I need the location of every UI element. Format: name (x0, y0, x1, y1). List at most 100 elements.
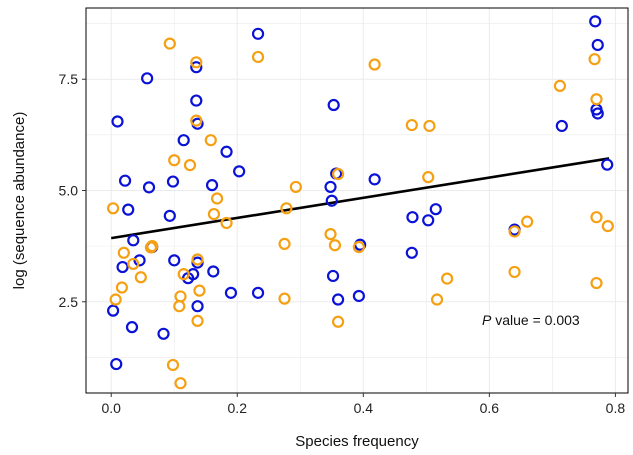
data-point-series-2 (204, 134, 217, 147)
data-point-series-2 (166, 358, 180, 372)
data-point-series-2 (220, 216, 233, 230)
x-tick-label: 0.4 (354, 400, 374, 416)
data-point-series-1 (591, 38, 604, 52)
data-point-series-2 (405, 118, 418, 132)
p-value-text: value = 0.003 (491, 312, 580, 328)
data-point-series-1 (220, 145, 233, 158)
data-point-series-1 (601, 158, 614, 171)
data-point-series-2 (127, 257, 140, 271)
plot-frame (85, 7, 629, 394)
data-point-series-1 (251, 27, 265, 40)
data-point-series-1 (157, 327, 170, 340)
data-point-series-2 (163, 37, 176, 50)
data-point-series-2 (352, 240, 365, 254)
data-point-series-1 (166, 175, 180, 188)
data-point-series-1 (110, 357, 123, 371)
data-point-series-2 (144, 241, 158, 254)
data-point-series-2 (278, 292, 291, 305)
x-tick-label: 0.2 (228, 400, 248, 416)
data-point-series-1 (327, 98, 340, 112)
data-point-series-2 (109, 293, 122, 306)
data-point-series-1 (352, 289, 365, 303)
x-axis-ticks: 0.0 0.2 0.4 0.6 0.8 (101, 393, 625, 416)
data-point-series-2 (588, 53, 601, 66)
data-point-series-1 (125, 321, 139, 334)
data-point-series-1 (122, 203, 135, 216)
fit-line-group (111, 157, 610, 240)
data-point-series-2 (422, 171, 435, 184)
data-point-series-1 (141, 72, 154, 85)
data-point-series-1 (233, 165, 246, 178)
data-point-series-1 (118, 174, 132, 187)
data-point-series-1 (142, 181, 156, 194)
data-point-series-2 (146, 240, 159, 253)
data-point-series-2 (251, 50, 265, 64)
data-point-series-1 (331, 293, 345, 306)
x-tick-label: 0.6 (480, 400, 500, 416)
data-point-series-2 (134, 271, 147, 284)
data-point-series-1 (589, 15, 602, 28)
data-point-series-2 (210, 192, 224, 205)
data-point-series-1 (133, 254, 146, 267)
data-point-series-1 (326, 269, 340, 283)
data-point-series-1 (177, 134, 190, 147)
data-point-series-2 (331, 315, 345, 328)
data-point-series-2 (183, 159, 197, 172)
data-point-series-1 (429, 203, 442, 216)
data-point-series-1 (591, 107, 604, 120)
data-point-series-1 (405, 246, 418, 259)
data-point-series-2 (190, 56, 203, 69)
data-point-series-1 (111, 115, 124, 128)
data-point-series-1 (422, 214, 435, 227)
data-point-series-2 (278, 237, 291, 250)
data-point-series-1 (163, 209, 176, 222)
data-point-series-1 (190, 94, 203, 107)
points-group (106, 15, 614, 390)
y-axis-ticks: 2.5 5.0 7.5 (59, 71, 86, 310)
data-point-series-1 (555, 119, 568, 133)
regression-line (111, 157, 610, 240)
data-point-series-1 (168, 254, 181, 267)
x-tick-label: 0.0 (101, 400, 121, 416)
data-point-series-2 (430, 293, 444, 306)
data-point-series-2 (106, 202, 120, 215)
data-point-series-2 (117, 246, 130, 259)
data-point-series-1 (324, 180, 337, 194)
y-tick-label: 7.5 (59, 71, 79, 87)
p-value-italic: P (482, 312, 492, 328)
data-point-series-2 (590, 93, 603, 106)
y-tick-label: 5.0 (59, 182, 79, 198)
data-point-series-2 (590, 276, 603, 290)
data-point-series-2 (168, 154, 181, 167)
data-point-series-1 (106, 304, 120, 317)
y-axis-title: log (sequence abundance) (11, 112, 28, 290)
data-point-series-2 (191, 314, 204, 327)
data-point-series-2 (508, 265, 521, 279)
p-value-annotation: P value = 0.003 (482, 312, 580, 328)
data-point-series-1 (224, 286, 238, 299)
data-point-series-2 (289, 180, 302, 194)
data-point-series-1 (205, 179, 219, 192)
data-point-series-2 (115, 281, 129, 294)
x-tick-label: 0.8 (606, 400, 626, 416)
data-point-series-1 (191, 300, 204, 313)
data-point-series-2 (423, 119, 436, 133)
data-point-series-1 (127, 234, 140, 247)
x-axis-title: Species frequency (295, 433, 419, 450)
data-point-series-2 (368, 58, 381, 71)
data-point-series-2 (190, 114, 203, 127)
data-point-series-1 (116, 260, 129, 274)
data-point-series-1 (251, 286, 265, 299)
data-point-series-1 (190, 61, 203, 74)
data-point-series-2 (280, 202, 293, 215)
data-point-series-1 (368, 173, 381, 186)
data-point-series-1 (406, 211, 419, 224)
data-point-series-2 (441, 272, 454, 285)
data-point-series-2 (328, 239, 342, 252)
data-point-series-2 (193, 284, 206, 297)
data-point-series-2 (331, 167, 345, 181)
grid-minor (86, 8, 628, 393)
data-point-series-2 (601, 219, 614, 233)
data-point-series-2 (174, 377, 187, 390)
